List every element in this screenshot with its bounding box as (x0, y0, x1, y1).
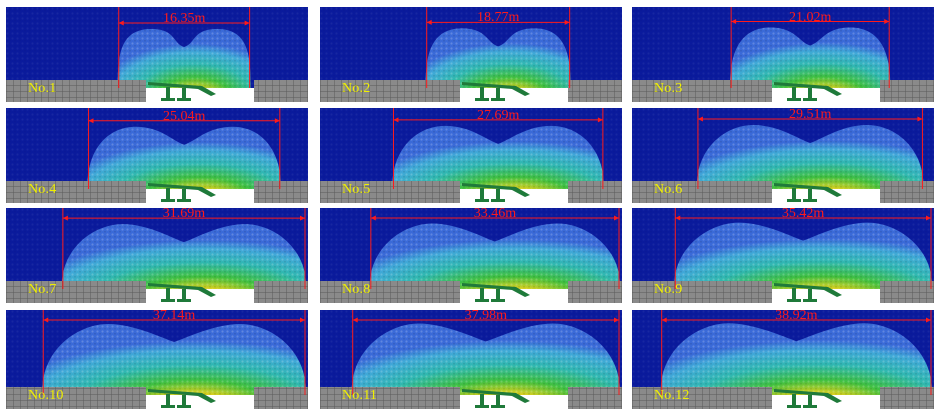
left-ground-block (6, 80, 146, 102)
right-ground-block (254, 281, 308, 303)
panel-number-label: No.1 (28, 81, 57, 96)
panel-number-label: No.4 (28, 182, 57, 197)
right-ground-block (880, 80, 934, 102)
width-measurement-label: 35.42m (781, 208, 825, 221)
right-ground-block (880, 181, 934, 203)
particle-flow-plot (320, 7, 622, 102)
particle-flow-plot (6, 310, 308, 409)
left-ground-block (632, 387, 772, 409)
left-ground-block (6, 387, 146, 409)
left-ground-block (6, 181, 146, 203)
width-measurement-label: 29.51m (788, 108, 832, 123)
panel-number-label: No.7 (28, 282, 57, 297)
support-structure (462, 283, 530, 302)
support-structure (774, 82, 842, 101)
support-structure (148, 183, 216, 202)
right-ground-block (254, 181, 308, 203)
right-ground-block (880, 387, 934, 409)
panel-number-label: No.2 (342, 81, 371, 96)
particle-flow-plot (6, 208, 308, 303)
simulation-panel: 31.69m No.7 (6, 208, 308, 303)
width-measurement-label: 25.04m (162, 108, 206, 124)
simulation-panel: 37.98m No.11 (320, 310, 622, 409)
width-measurement-label: 18.77m (476, 10, 520, 26)
particle-flow-plot (320, 310, 622, 409)
support-structure (774, 283, 842, 302)
right-ground-block (254, 80, 308, 102)
left-ground-block (320, 80, 460, 102)
simulation-panel: 33.46m No.8 (320, 208, 622, 303)
support-structure (148, 283, 216, 302)
particle-flow-plot (320, 208, 622, 303)
left-ground-block (632, 181, 772, 203)
support-structure (774, 389, 842, 408)
support-structure (462, 389, 530, 408)
simulation-panel: 38.92m No.12 (632, 310, 934, 409)
particle-flow-plot (632, 108, 934, 203)
width-measurement-label: 27.69m (476, 108, 520, 123)
simulation-panel: 35.42m No.9 (632, 208, 934, 303)
right-ground-block (568, 181, 622, 203)
panel-number-label: No.11 (342, 388, 378, 403)
support-structure (774, 183, 842, 202)
support-structure (462, 82, 530, 101)
right-ground-block (568, 80, 622, 102)
panel-number-label: No.3 (654, 81, 683, 96)
simulation-panel: 16.35m No.1 (6, 7, 308, 102)
support-structure (462, 183, 530, 202)
particle-flow-plot (632, 310, 934, 409)
left-ground-block (320, 387, 460, 409)
width-measurement-label: 21.02m (788, 9, 832, 25)
width-measurement-label: 33.46m (473, 208, 517, 221)
simulation-panel: 25.04m No.4 (6, 108, 308, 203)
panel-number-label: No.9 (654, 282, 683, 297)
support-structure (148, 82, 216, 101)
left-ground-block (320, 181, 460, 203)
particle-flow-plot (320, 108, 622, 203)
width-measurement-label: 31.69m (162, 208, 206, 222)
right-ground-block (254, 387, 308, 409)
right-ground-block (568, 281, 622, 303)
particle-flow-plot (632, 208, 934, 303)
width-measurement-label: 37.14m (152, 310, 196, 323)
panel-number-label: No.12 (654, 388, 690, 403)
panel-number-label: No.6 (654, 182, 683, 197)
panel-number-label: No.8 (342, 282, 371, 297)
particle-flow-plot (6, 7, 308, 102)
left-ground-block (320, 281, 460, 303)
right-ground-block (880, 281, 934, 303)
support-structure (148, 389, 216, 408)
right-ground-block (568, 387, 622, 409)
left-ground-block (632, 80, 772, 102)
particle-flow-plot (632, 7, 934, 102)
left-ground-block (6, 281, 146, 303)
left-ground-block (632, 281, 772, 303)
simulation-panel: 18.77m No.2 (320, 7, 622, 102)
width-measurement-label: 37.98m (464, 310, 508, 323)
simulation-panel: 29.51m No.6 (632, 108, 934, 203)
panel-number-label: No.5 (342, 182, 371, 197)
simulation-panel: 21.02m No.3 (632, 7, 934, 102)
width-measurement-label: 38.92m (775, 310, 818, 323)
simulation-panel: 37.14m No.10 (6, 310, 308, 409)
width-measurement-label: 16.35m (162, 11, 206, 26)
panel-number-label: No.10 (28, 388, 64, 403)
simulation-panel: 27.69m No.5 (320, 108, 622, 203)
particle-flow-plot (6, 108, 308, 203)
